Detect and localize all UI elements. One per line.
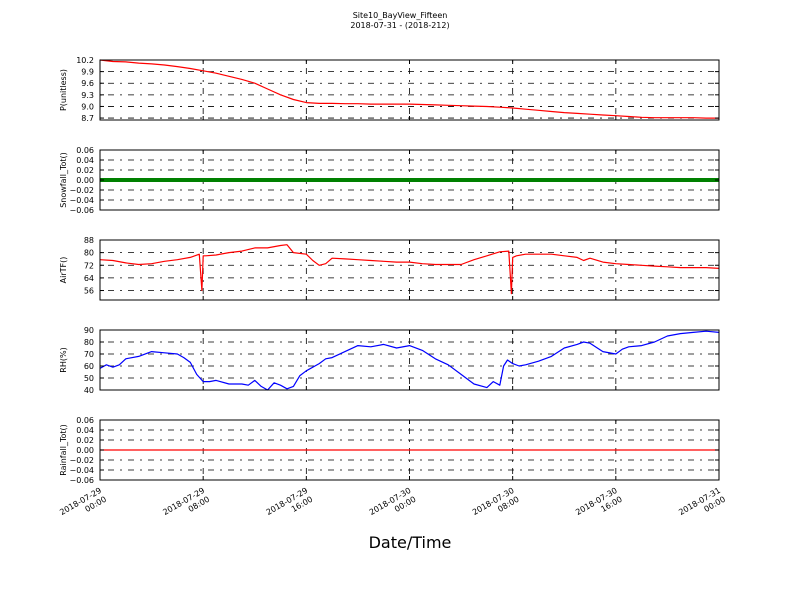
rainfall-ytick-label: −0.04 xyxy=(69,466,94,475)
snowfall-ytick-label: −0.02 xyxy=(69,186,94,195)
xtick-label: 2018-07-3100:00 xyxy=(677,486,727,526)
airtemp-ytick-label: 88 xyxy=(84,236,94,245)
airtemp-ytick-label: 56 xyxy=(84,287,94,296)
airtemp-ylabel: AirTF() xyxy=(59,257,68,284)
snowfall-ylabel: Snowfall_Tot() xyxy=(59,152,68,208)
x-axis-label: Date/Time xyxy=(368,533,452,552)
xtick-label: 2018-07-3008:00 xyxy=(471,486,521,526)
rh-ytick-label: 60 xyxy=(84,362,94,371)
xtick-label: 2018-07-3000:00 xyxy=(368,486,418,526)
pressure-ytick-label: 9.9 xyxy=(81,68,94,77)
rh-ytick-label: 40 xyxy=(84,386,94,395)
pressure-ytick-label: 10.2 xyxy=(76,56,94,65)
rh-ytick-label: 70 xyxy=(84,350,94,359)
airtemp-ytick-label: 72 xyxy=(84,261,94,270)
pressure-series-line xyxy=(99,59,719,119)
snowfall-ytick-label: −0.04 xyxy=(69,196,94,205)
pressure-ytick-label: 9.6 xyxy=(81,79,94,88)
snowfall-ytick-label: 0.02 xyxy=(76,166,94,175)
pressure-ylabel: P(unitless) xyxy=(59,69,68,111)
xtick-label: 2018-07-2900:00 xyxy=(58,486,108,526)
snowfall-ytick-label: 0.00 xyxy=(76,176,94,185)
chart-title: Site10_BayView_Fifteen xyxy=(352,11,448,20)
rainfall-ytick-label: −0.06 xyxy=(69,476,94,485)
rainfall-ytick-label: 0.06 xyxy=(76,416,94,425)
rainfall-ytick-label: 0.00 xyxy=(76,446,94,455)
xtick-label: 2018-07-2908:00 xyxy=(161,486,211,526)
pressure-ytick-label: 9.3 xyxy=(81,91,94,100)
rh-series-line xyxy=(99,330,720,391)
rh-ytick-label: 80 xyxy=(84,338,94,347)
rh-ylabel: RH(%) xyxy=(59,347,68,372)
airtemp-series-line xyxy=(99,244,720,295)
airtemp-ytick-label: 64 xyxy=(84,274,94,283)
chart-subtitle: 2018-07-31 - (2018-212) xyxy=(350,21,450,30)
rainfall-ytick-label: 0.04 xyxy=(76,426,94,435)
snowfall-ytick-label: 0.06 xyxy=(76,146,94,155)
rainfall-ytick-label: −0.02 xyxy=(69,456,94,465)
rh-ytick-label: 50 xyxy=(84,374,94,383)
rh-ytick-label: 90 xyxy=(84,326,94,335)
airtemp-ytick-label: 80 xyxy=(84,249,94,258)
snowfall-ytick-label: −0.06 xyxy=(69,206,94,215)
rainfall-ylabel: Rainfall_Tot() xyxy=(59,424,68,476)
snowfall-ytick-label: 0.04 xyxy=(76,156,94,165)
pressure-ytick-label: 9.0 xyxy=(81,102,94,111)
xtick-label: 2018-07-3016:00 xyxy=(574,486,624,526)
xtick-label: 2018-07-2916:00 xyxy=(265,486,315,526)
rainfall-ytick-label: 0.02 xyxy=(76,436,94,445)
pressure-ytick-label: 8.7 xyxy=(81,114,94,123)
